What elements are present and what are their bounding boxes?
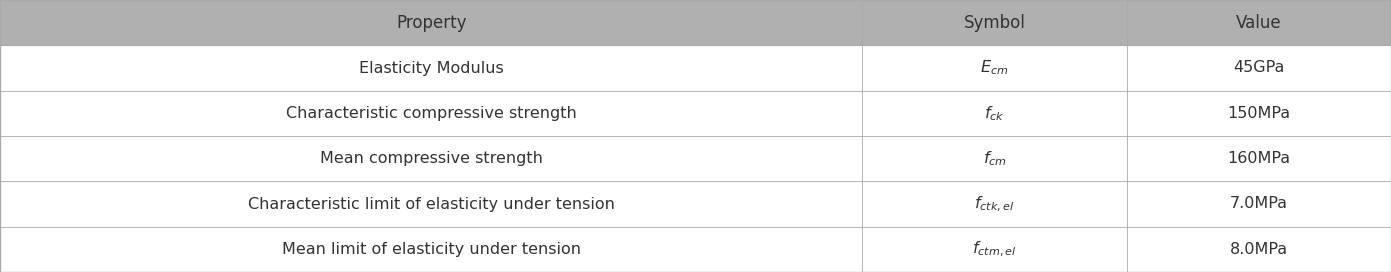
Text: Mean limit of elasticity under tension: Mean limit of elasticity under tension [282, 242, 580, 257]
Text: Symbol: Symbol [964, 14, 1025, 32]
Text: $f_{cm}$: $f_{cm}$ [982, 149, 1007, 168]
Bar [0, 227, 1391, 272]
Text: $E_{cm}$: $E_{cm}$ [981, 59, 1008, 77]
Text: Elasticity Modulus: Elasticity Modulus [359, 60, 504, 76]
Text: 7.0MPa: 7.0MPa [1230, 196, 1288, 212]
Text: $f_{ctk,el}$: $f_{ctk,el}$ [975, 194, 1014, 214]
Bar [0, 0, 1391, 45]
Text: 45GPa: 45GPa [1234, 60, 1284, 76]
Text: 160MPa: 160MPa [1227, 151, 1291, 166]
Text: $f_{ck}$: $f_{ck}$ [985, 104, 1004, 123]
Bar [0, 45, 1391, 91]
Text: Characteristic compressive strength: Characteristic compressive strength [285, 106, 577, 121]
Text: Value: Value [1237, 14, 1281, 32]
Text: $f_{ctm,el}$: $f_{ctm,el}$ [972, 240, 1017, 259]
Text: Characteristic limit of elasticity under tension: Characteristic limit of elasticity under… [248, 196, 615, 212]
Text: 8.0MPa: 8.0MPa [1230, 242, 1288, 257]
Bar [0, 181, 1391, 227]
Text: Mean compressive strength: Mean compressive strength [320, 151, 542, 166]
Bar [0, 136, 1391, 181]
Bar [0, 91, 1391, 136]
Text: 150MPa: 150MPa [1227, 106, 1291, 121]
Text: Property: Property [396, 14, 466, 32]
